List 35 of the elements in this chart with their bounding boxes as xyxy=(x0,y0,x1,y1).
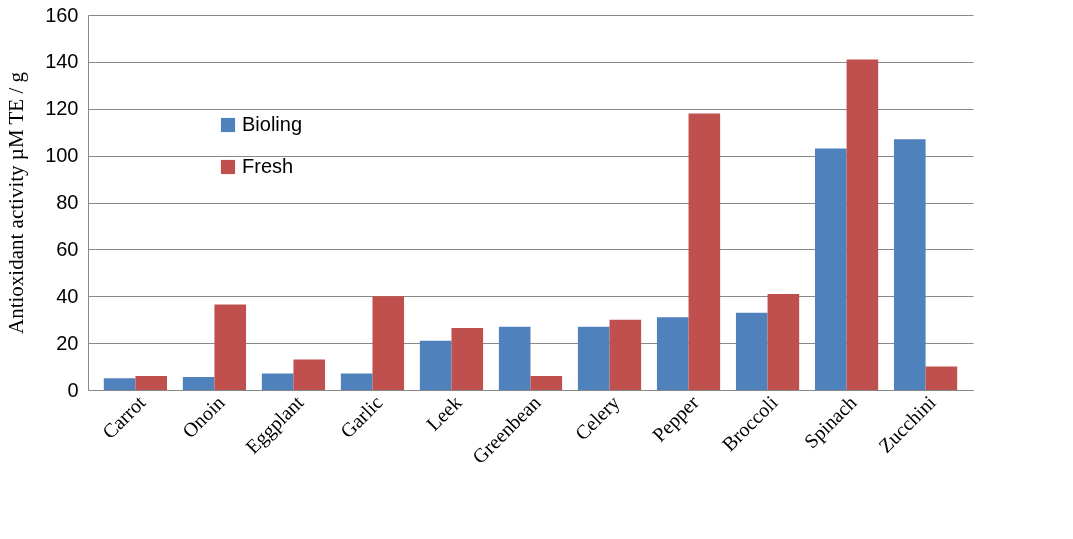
y-tick-label: 80 xyxy=(56,191,79,213)
y-axis-title: Antioxidant activity µM TE / g xyxy=(4,71,29,334)
bar xyxy=(214,304,247,390)
bar xyxy=(372,296,405,390)
bar xyxy=(498,326,531,390)
bar xyxy=(530,375,563,390)
y-tick-label: 120 xyxy=(45,97,79,120)
y-tick-label: 160 xyxy=(45,3,79,26)
bar xyxy=(340,373,373,390)
bar xyxy=(609,319,642,390)
bar xyxy=(814,148,847,390)
y-tick-label: 0 xyxy=(67,378,79,401)
bar xyxy=(893,139,926,390)
legend-label: Bioling xyxy=(242,113,303,135)
bar xyxy=(925,366,958,390)
y-tick-label: 20 xyxy=(56,331,79,354)
bar xyxy=(293,359,326,390)
bar xyxy=(419,340,452,390)
bar xyxy=(735,312,768,390)
bar xyxy=(577,326,610,390)
y-tick-label: 100 xyxy=(45,144,79,167)
bar xyxy=(261,373,294,390)
y-tick-label: 40 xyxy=(56,284,79,307)
bar xyxy=(103,378,136,390)
bar xyxy=(182,377,215,390)
x-tick-label: Leek xyxy=(421,391,466,435)
legend-label: Fresh xyxy=(242,155,294,177)
y-tick-label: 60 xyxy=(56,237,79,260)
y-tick-label: 140 xyxy=(45,50,79,73)
bar xyxy=(451,327,484,390)
bar xyxy=(846,59,879,390)
bar xyxy=(688,113,721,390)
bar xyxy=(135,375,168,390)
bar xyxy=(656,317,689,390)
bar xyxy=(767,293,800,390)
